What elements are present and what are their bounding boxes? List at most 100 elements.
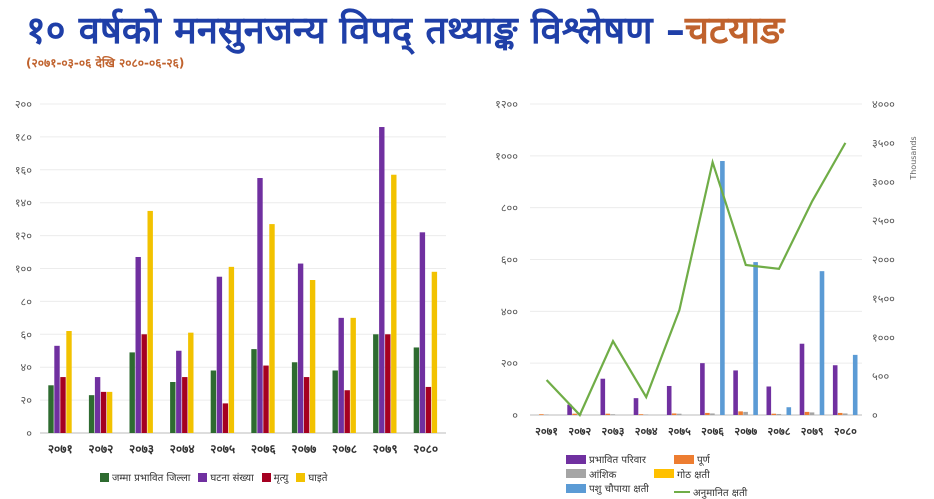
bar-series-1 — [738, 411, 743, 415]
bar-series-3 — [391, 175, 396, 433]
y-tick-label: १२० — [15, 230, 32, 243]
bar-series-4 — [820, 271, 825, 415]
y2-tick-label: ३५०० — [872, 137, 895, 150]
bar-series-0 — [251, 349, 256, 433]
bar-series-0 — [833, 365, 838, 415]
bar-series-1 — [54, 346, 59, 433]
x-tick-label: २०७७ — [734, 425, 757, 438]
bar-series-1 — [379, 127, 384, 433]
x-tick-label: २०७१ — [535, 425, 558, 438]
bar-series-2 — [101, 392, 106, 433]
bar-series-0 — [767, 386, 772, 415]
x-tick-label: २०७१ — [48, 442, 73, 456]
bar-series-2 — [810, 412, 815, 415]
bar-series-4 — [787, 407, 792, 415]
y-tick-label: ६०० — [501, 254, 518, 267]
x-tick-label: २०७५ — [668, 425, 691, 438]
y-tick-label: १४० — [15, 197, 32, 210]
legend-entry: घाइते — [296, 470, 327, 484]
legend-entry: मृत्यु — [262, 470, 289, 484]
legend-swatch — [566, 484, 586, 493]
legend-label: जम्मा प्रभावित जिल्ला — [112, 470, 190, 484]
bar-series-3 — [188, 333, 193, 433]
legend-swatch — [654, 469, 674, 478]
legend-label: घटना संख्या — [210, 470, 253, 484]
bar-series-2 — [60, 377, 65, 433]
legend-entry: गोठ क्षती — [654, 467, 754, 481]
bar-series-0 — [89, 395, 94, 433]
legend-label: गोठ क्षती — [677, 467, 710, 481]
bar-series-4 — [753, 262, 758, 415]
legend-label: पूर्ण — [697, 452, 710, 466]
x-tick-label: २०७४ — [170, 442, 195, 456]
bar-series-3 — [351, 318, 356, 433]
bar-series-2 — [223, 403, 228, 433]
bar-series-0 — [130, 352, 135, 433]
bar-series-2 — [426, 387, 431, 433]
legend-swatch — [674, 491, 690, 493]
page-title: १० वर्षको मनसुनजन्य विपद् तथ्याङ्क विश्ल… — [26, 4, 926, 56]
bar-series-0 — [170, 382, 175, 433]
legend-swatch — [566, 469, 586, 478]
x-tick-label: २०७६ — [251, 442, 277, 456]
y2-tick-label: ३००० — [872, 176, 895, 189]
bar-series-1 — [420, 232, 425, 433]
legend-entry: आंशिक — [566, 467, 646, 481]
x-tick-label: २०७२ — [568, 425, 591, 438]
legend-swatch — [674, 455, 694, 464]
y-tick-label: १२०० — [495, 98, 518, 111]
x-tick-label: २०७३ — [129, 442, 154, 456]
bar-series-0 — [211, 370, 216, 433]
x-tick-label: २०७६ — [701, 425, 724, 438]
bar-series-3 — [148, 211, 153, 433]
y-tick-label: १८० — [15, 131, 32, 144]
x-tick-label: २०७४ — [635, 425, 658, 438]
bar-series-1 — [838, 413, 843, 415]
legend-entry: पूर्ण — [674, 452, 774, 466]
title-place: चटयाङ — [685, 8, 784, 52]
y-tick-label: १०० — [15, 263, 32, 276]
x-tick-label: २०७८ — [332, 442, 357, 456]
bar-series-1 — [672, 413, 677, 415]
bar-series-0 — [333, 370, 338, 433]
bar-series-2 — [385, 334, 390, 433]
x-tick-label: २०७२ — [88, 442, 113, 456]
bar-series-1 — [772, 414, 777, 415]
bar-series-3 — [432, 272, 437, 433]
y-tick-label: २०० — [15, 98, 32, 111]
legend-entry: अनुमानित क्षती — [674, 485, 754, 499]
bar-series-3 — [310, 280, 315, 433]
y2-tick-label: ० — [872, 409, 878, 422]
x-tick-label: २०७५ — [210, 442, 235, 456]
bar-series-0 — [667, 386, 672, 415]
y2-tick-label: २००० — [872, 254, 895, 267]
bar-series-2 — [710, 413, 715, 415]
bar-series-0 — [800, 344, 805, 415]
y-tick-label: ६० — [21, 328, 33, 341]
bar-series-1 — [606, 414, 611, 415]
legend-entry: घटना संख्या — [198, 470, 253, 484]
bar-series-2 — [142, 334, 147, 433]
x-tick-label: २०७७ — [291, 442, 317, 456]
bar-series-2 — [743, 412, 748, 415]
bar-series-1 — [136, 257, 141, 433]
bar-series-1 — [298, 264, 303, 433]
bar-series-1 — [705, 413, 710, 415]
legend-label: प्रभावित परिवार — [589, 452, 646, 466]
bar-series-0 — [601, 379, 606, 415]
y-tick-label: १००० — [495, 150, 518, 163]
bar-series-1 — [176, 351, 181, 433]
chart1-legend: जम्मा प्रभावित जिल्ला घटना संख्या मृत्यु घा… — [100, 470, 335, 485]
bar-series-0 — [733, 370, 738, 415]
bar-series-0 — [48, 385, 53, 433]
bar-series-2 — [677, 414, 682, 415]
x-tick-label: २०७३ — [602, 425, 625, 438]
bar-series-1 — [639, 414, 644, 415]
bar-series-2 — [611, 414, 616, 415]
x-tick-label: २०७९ — [801, 425, 824, 438]
bar-series-1 — [95, 377, 100, 433]
y2-tick-label: १००० — [872, 331, 895, 344]
legend-swatch — [262, 473, 271, 482]
y2-tick-label: २५०० — [872, 215, 895, 228]
bar-series-1 — [339, 318, 344, 433]
